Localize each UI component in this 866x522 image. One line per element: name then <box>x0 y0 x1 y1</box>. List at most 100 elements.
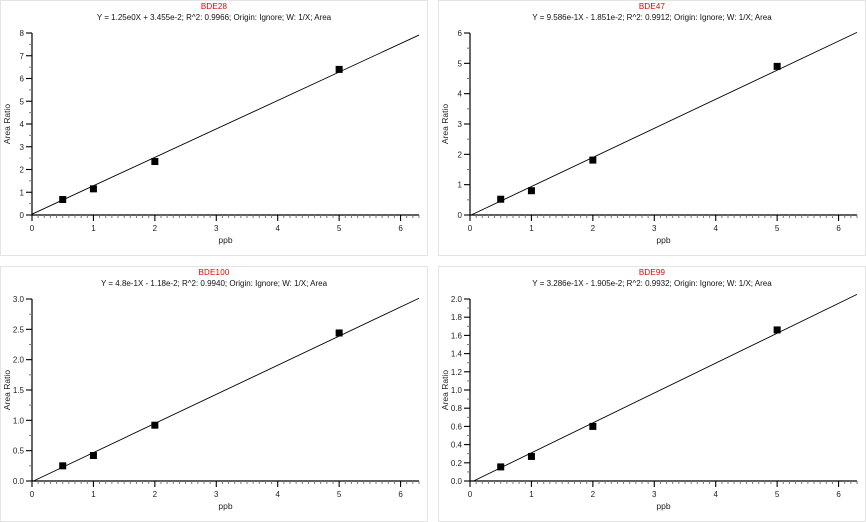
y-tick-label: 5 <box>20 97 25 106</box>
x-tick-label: 6 <box>836 224 841 233</box>
y-tick-label: 0.4 <box>451 441 463 450</box>
y-tick-label: 2.0 <box>451 295 463 304</box>
calibration-plot-bde28: 0 1 2 3 4 5 6 0 1 2 3 4 5 6 7 8 ppb Area Ratio <box>2 29 420 245</box>
chart-title-bde100: BDE100 <box>198 268 230 277</box>
chart-equation-bde100: Y = 4.8e-1X - 1.18e-2; R^2: 0.9940; Orig… <box>100 279 328 288</box>
data-point <box>773 326 781 334</box>
x-tick-label: 4 <box>275 224 280 233</box>
data-point <box>151 421 159 429</box>
calibration-plot-bde99: 0 1 2 3 4 5 6 0.0 0.2 0.4 0.6 0.8 1.0 1.2 1.4 1.6 1.8 2.0… <box>440 293 858 511</box>
x-tick-label: 1 <box>91 490 96 499</box>
y-tick-label: 1.5 <box>13 386 25 395</box>
data-points <box>59 65 343 204</box>
y-axis-label: Area Ratio <box>440 370 450 410</box>
y-tick-label: 1.6 <box>451 331 463 340</box>
x-tick-label: 6 <box>398 224 403 233</box>
y-axis-label: Area Ratio <box>2 104 12 144</box>
y-tick-label: 7 <box>20 52 25 61</box>
chart-title-bde28: BDE28 <box>200 2 228 11</box>
y-tick-label: 4 <box>20 120 25 129</box>
data-point <box>527 452 535 460</box>
y-tick-label: 3.0 <box>13 295 25 304</box>
x-axis-label: ppb <box>218 501 232 511</box>
y-tick-label: 1.4 <box>451 350 463 359</box>
x-axis-label: ppb <box>656 235 670 245</box>
x-tick-label: 1 <box>529 490 534 499</box>
data-point <box>151 158 159 166</box>
x-tick-label: 5 <box>775 490 780 499</box>
x-tick-label: 1 <box>91 224 96 233</box>
x-tick-label: 3 <box>214 490 219 499</box>
chart-equation-bde47: Y = 9.586e-1X - 1.851e-2; R^2: 0.9912; O… <box>532 13 772 22</box>
x-tick-label: 4 <box>713 224 718 233</box>
calibration-plot-bde47: 0 1 2 3 4 5 6 0 1 2 3 4 5 6 ppb Area Ratio <box>440 29 858 245</box>
data-point <box>89 452 97 460</box>
calibration-plot-bde100: 0 1 2 3 4 5 6 0.0 0.5 1.0 1.5 2.0 2.5 3.0 ppb Area Rati… <box>2 295 420 511</box>
x-tick-label: 5 <box>337 224 342 233</box>
y-tick-label: 0 <box>20 211 25 220</box>
x-tick-label: 0 <box>468 224 473 233</box>
data-point <box>59 196 67 204</box>
data-point <box>527 187 535 195</box>
data-point <box>335 65 343 73</box>
y-tick-label: 1 <box>20 188 25 197</box>
y-axis-label: Area Ratio <box>2 370 12 410</box>
y-tick-label: 6 <box>458 29 463 38</box>
x-tick-label: 2 <box>591 224 596 233</box>
y-tick-label: 0.6 <box>451 422 463 431</box>
x-axis-label: ppb <box>218 235 232 245</box>
y-tick-label: 1.0 <box>13 416 25 425</box>
chart-panel-bde28: BDE28 Y = 1.25e0X + 3.455e-2; R^2: 0.996… <box>0 0 428 256</box>
chart-panel-bde99: BDE99 Y = 3.286e-1X - 1.905e-2; R^2: 0.9… <box>438 266 866 522</box>
chart-panel-bde100: BDE100 Y = 4.8e-1X - 1.18e-2; R^2: 0.994… <box>0 266 428 522</box>
chart-panel-bde47: BDE47 Y = 9.586e-1X - 1.851e-2; R^2: 0.9… <box>438 0 866 256</box>
data-point <box>59 462 67 470</box>
y-tick-label: 0.8 <box>451 404 463 413</box>
x-tick-label: 0 <box>468 490 473 499</box>
data-point <box>335 329 343 337</box>
axes: 0 1 2 3 4 5 6 0.0 0.2 0.4 0.6 0.8 1.0 1.2 1.4 1.6 1.8 2.0 <box>451 295 858 499</box>
y-tick-label: 2 <box>458 150 463 159</box>
regression-line <box>473 293 858 482</box>
y-tick-label: 3 <box>458 120 463 129</box>
data-points <box>497 326 781 471</box>
x-tick-label: 2 <box>153 490 158 499</box>
chart-title-bde99: BDE99 <box>638 268 666 277</box>
x-tick-label: 5 <box>337 490 342 499</box>
y-tick-label: 2.0 <box>13 356 25 365</box>
data-points <box>59 329 343 470</box>
x-tick-label: 4 <box>275 490 280 499</box>
y-axis-label: Area Ratio <box>440 104 450 144</box>
y-tick-label: 1.8 <box>451 313 463 322</box>
y-tick-label: 0.0 <box>451 477 463 486</box>
y-tick-label: 2 <box>20 166 25 175</box>
y-tick-label: 1.0 <box>451 386 463 395</box>
x-tick-label: 0 <box>30 490 35 499</box>
y-tick-label: 0 <box>458 211 463 220</box>
x-tick-label: 6 <box>836 490 841 499</box>
data-points <box>497 62 781 203</box>
y-tick-label: 8 <box>20 29 25 38</box>
x-tick-label: 4 <box>713 490 718 499</box>
data-point <box>497 195 505 203</box>
data-point <box>497 463 505 471</box>
y-tick-label: 1.2 <box>451 368 463 377</box>
x-tick-label: 6 <box>398 490 403 499</box>
y-tick-label: 2.5 <box>13 325 25 334</box>
data-point <box>589 422 597 430</box>
y-tick-label: 5 <box>458 59 463 68</box>
regression-line <box>31 34 420 215</box>
x-tick-label: 3 <box>652 490 657 499</box>
data-point <box>89 185 97 193</box>
y-tick-label: 0.0 <box>13 477 25 486</box>
x-tick-label: 3 <box>214 224 219 233</box>
x-tick-label: 2 <box>153 224 158 233</box>
x-tick-label: 0 <box>30 224 35 233</box>
axes: 0 1 2 3 4 5 6 0.0 0.5 1.0 1.5 2.0 2.5 3.0 <box>13 295 420 499</box>
x-tick-label: 3 <box>652 224 657 233</box>
y-tick-label: 3 <box>20 143 25 152</box>
data-point <box>589 156 597 164</box>
y-tick-label: 1 <box>458 181 463 190</box>
chart-equation-bde99: Y = 3.286e-1X - 1.905e-2; R^2: 0.9932; O… <box>532 279 772 288</box>
